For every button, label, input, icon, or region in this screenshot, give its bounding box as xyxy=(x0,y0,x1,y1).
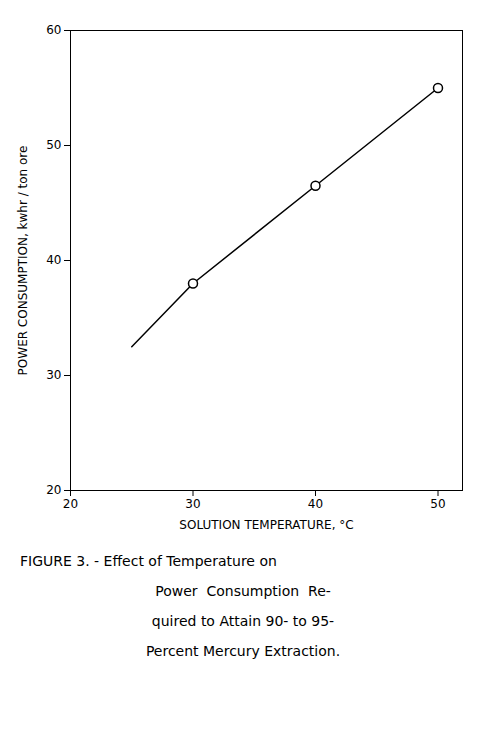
html-text:Percent Mercury Extraction.: Percent Mercury Extraction. xyxy=(145,643,341,659)
html-text:Power Consumption Re-: Power Consumption Re- xyxy=(155,583,331,599)
svg-text:POWER CONSUMPTION, kwhr / ton: POWER CONSUMPTION, kwhr / ton ore xyxy=(16,146,30,376)
svg-text:20: 20 xyxy=(63,497,78,511)
svg-text:60: 60 xyxy=(46,23,61,37)
svg-text:SOLUTION TEMPERATURE, °C: SOLUTION TEMPERATURE, °C xyxy=(179,518,353,532)
html-text:quired to Attain 90- to 95-: quired to Attain 90- to 95- xyxy=(151,613,335,629)
svg-text:40: 40 xyxy=(46,253,61,267)
svg-text:50: 50 xyxy=(430,497,445,511)
html-text:FIGURE 3. - Effect of Temperat: FIGURE 3. - Effect of Temperature on xyxy=(20,553,277,569)
svg-text:30: 30 xyxy=(185,497,200,511)
svg-text:20: 20 xyxy=(46,483,61,497)
svg-text:40: 40 xyxy=(308,497,323,511)
svg-text:50: 50 xyxy=(46,138,61,152)
svg-text:30: 30 xyxy=(46,368,61,382)
